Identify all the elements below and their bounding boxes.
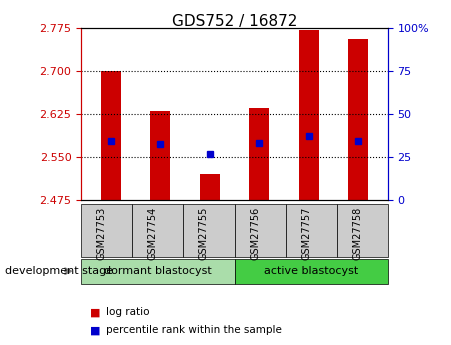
Bar [299, 30, 318, 200]
Bar [249, 108, 269, 200]
Text: GSM27757: GSM27757 [301, 207, 311, 260]
Bar [151, 111, 170, 200]
Text: ■: ■ [90, 325, 101, 335]
Text: log ratio: log ratio [106, 307, 149, 317]
Text: GSM27755: GSM27755 [199, 207, 209, 260]
Text: GSM27758: GSM27758 [352, 207, 362, 260]
Bar [101, 71, 121, 200]
Text: GSM27753: GSM27753 [97, 207, 107, 260]
Text: percentile rank within the sample: percentile rank within the sample [106, 325, 282, 335]
Text: GSM27754: GSM27754 [148, 207, 158, 260]
Text: GDS752 / 16872: GDS752 / 16872 [172, 14, 297, 29]
Bar [348, 39, 368, 200]
Text: dormant blastocyst: dormant blastocyst [104, 266, 212, 276]
Bar [200, 174, 220, 200]
Text: active blastocyst: active blastocyst [264, 266, 358, 276]
Text: ■: ■ [90, 307, 101, 317]
Text: GSM27756: GSM27756 [250, 207, 260, 260]
Text: development stage: development stage [5, 266, 113, 276]
